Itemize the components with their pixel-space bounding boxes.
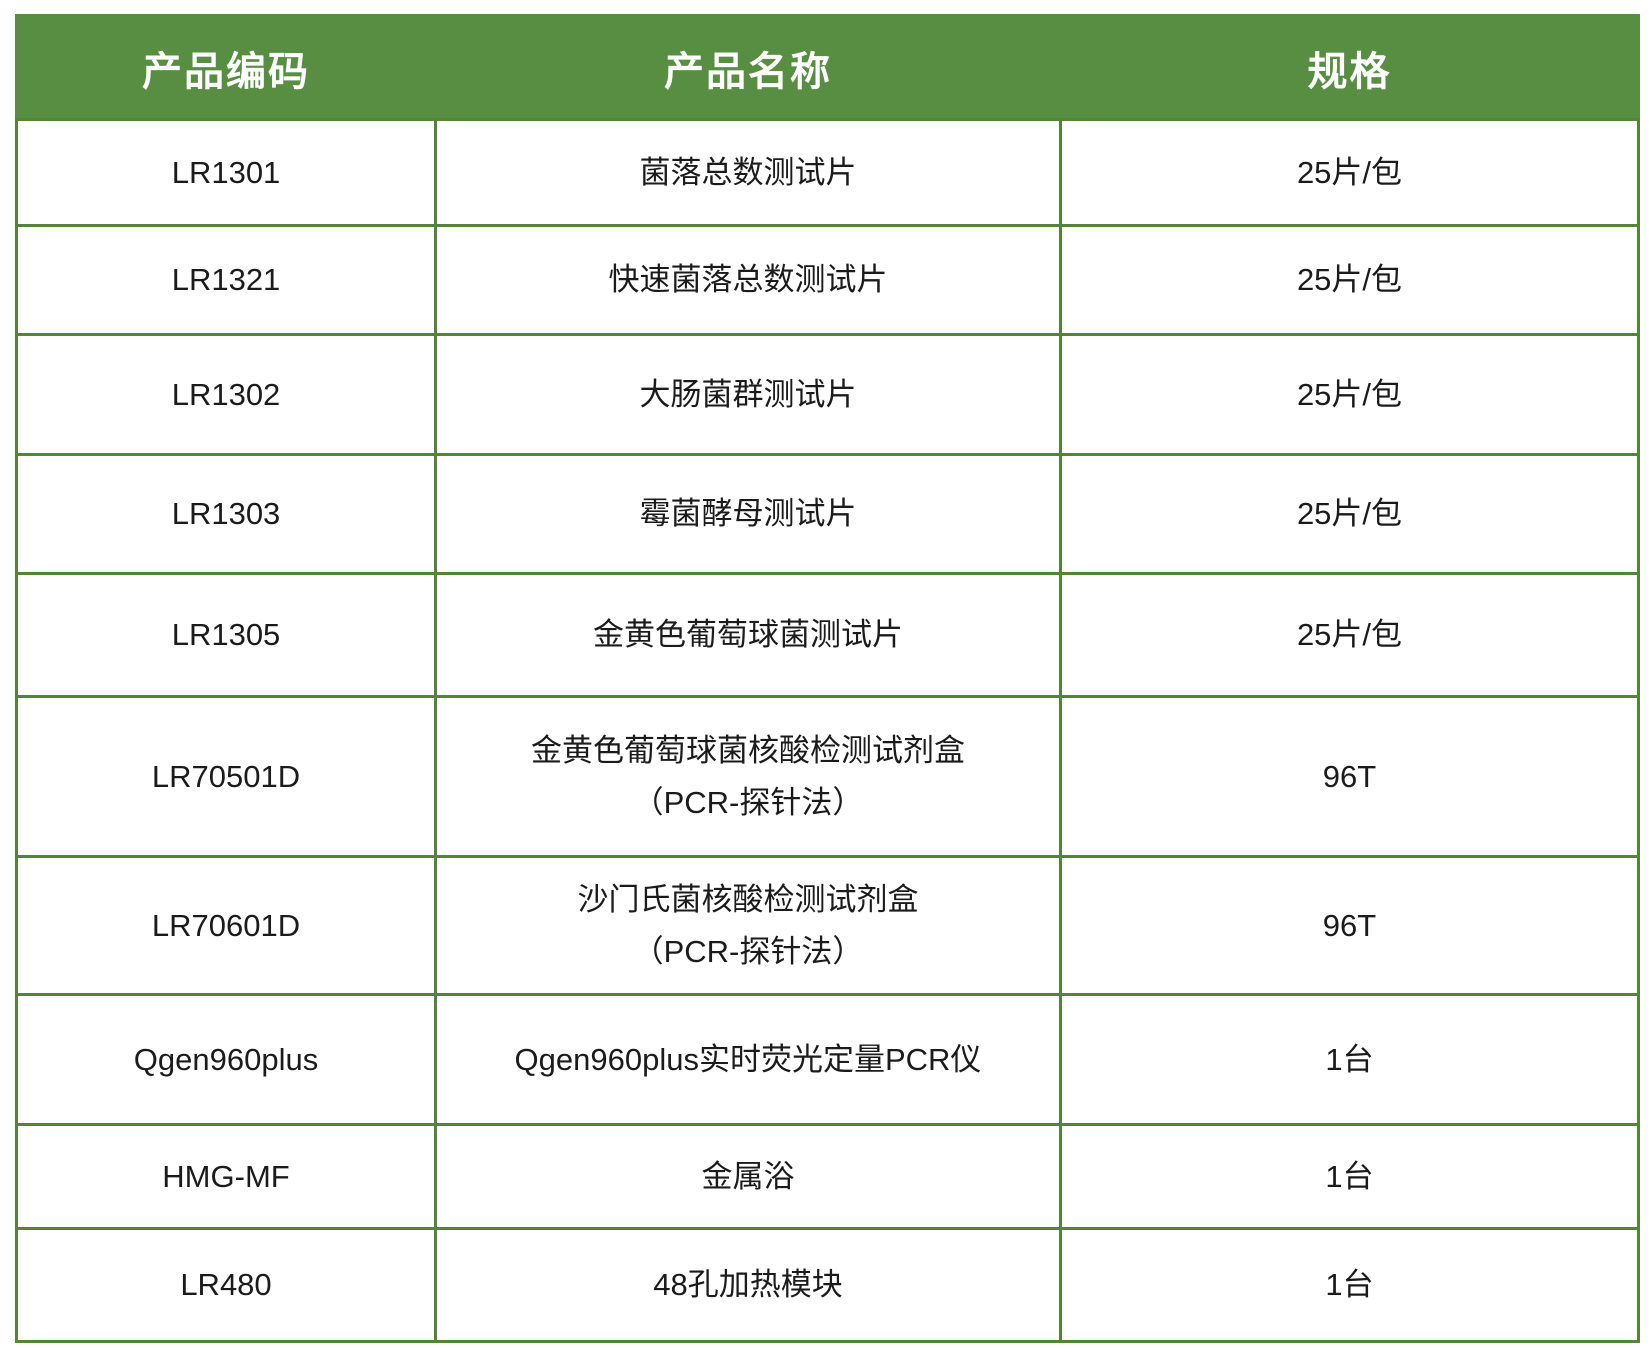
table-row: LR480 48孔加热模块 1台 (15, 1227, 1640, 1343)
product-code-cell: LR70501D (15, 695, 437, 858)
product-code-cell: LR1305 (15, 572, 437, 698)
table-row: LR1305 金黄色葡萄球菌测试片 25片/包 (15, 572, 1640, 698)
spec-cell: 25片/包 (1059, 118, 1640, 227)
product-name-cell: 沙门氏菌核酸检测试剂盒 （PCR-探针法） (434, 855, 1062, 996)
column-header-product-code: 产品编码 (15, 14, 437, 121)
table-row: LR1302 大肠菌群测试片 25片/包 (15, 333, 1640, 456)
spec-cell: 96T (1059, 855, 1640, 996)
product-name-cell: 金黄色葡萄球菌核酸检测试剂盒 （PCR-探针法） (434, 695, 1062, 858)
table-row: HMG-MF 金属浴 1台 (15, 1123, 1640, 1230)
table-row: LR1301 菌落总数测试片 25片/包 (15, 118, 1640, 227)
spec-cell: 1台 (1059, 993, 1640, 1126)
spec-cell: 25片/包 (1059, 572, 1640, 698)
column-header-product-name: 产品名称 (434, 14, 1062, 121)
table-row: LR1321 快速菌落总数测试片 25片/包 (15, 224, 1640, 336)
product-code-cell: HMG-MF (15, 1123, 437, 1230)
product-name-cell: Qgen960plus实时荧光定量PCR仪 (434, 993, 1062, 1126)
spec-cell: 96T (1059, 695, 1640, 858)
table-row: LR70501D 金黄色葡萄球菌核酸检测试剂盒 （PCR-探针法） 96T (15, 695, 1640, 858)
product-name-cell: 快速菌落总数测试片 (434, 224, 1062, 336)
spec-cell: 1台 (1059, 1123, 1640, 1230)
spec-cell: 25片/包 (1059, 224, 1640, 336)
product-name-cell: 大肠菌群测试片 (434, 333, 1062, 456)
table-row: Qgen960plus Qgen960plus实时荧光定量PCR仪 1台 (15, 993, 1640, 1126)
product-name-cell: 菌落总数测试片 (434, 118, 1062, 227)
product-code-cell: LR70601D (15, 855, 437, 996)
product-name-cell: 金属浴 (434, 1123, 1062, 1230)
product-name-cell: 霉菌酵母测试片 (434, 453, 1062, 575)
product-name-cell: 金黄色葡萄球菌测试片 (434, 572, 1062, 698)
product-code-cell: Qgen960plus (15, 993, 437, 1126)
table-row: LR70601D 沙门氏菌核酸检测试剂盒 （PCR-探针法） 96T (15, 855, 1640, 996)
product-code-cell: LR1301 (15, 118, 437, 227)
product-code-cell: LR1302 (15, 333, 437, 456)
table-header-row: 产品编码 产品名称 规格 (15, 14, 1640, 121)
spec-cell: 25片/包 (1059, 453, 1640, 575)
product-table-container: 产品编码 产品名称 规格 LR1301 菌落总数测试片 25片/包 LR1321… (15, 14, 1640, 1343)
spec-cell: 25片/包 (1059, 333, 1640, 456)
product-code-cell: LR1303 (15, 453, 437, 575)
product-name-cell: 48孔加热模块 (434, 1227, 1062, 1343)
product-code-cell: LR480 (15, 1227, 437, 1343)
product-table: 产品编码 产品名称 规格 LR1301 菌落总数测试片 25片/包 LR1321… (15, 14, 1640, 1343)
column-header-spec: 规格 (1059, 14, 1640, 121)
table-row: LR1303 霉菌酵母测试片 25片/包 (15, 453, 1640, 575)
spec-cell: 1台 (1059, 1227, 1640, 1343)
product-code-cell: LR1321 (15, 224, 437, 336)
